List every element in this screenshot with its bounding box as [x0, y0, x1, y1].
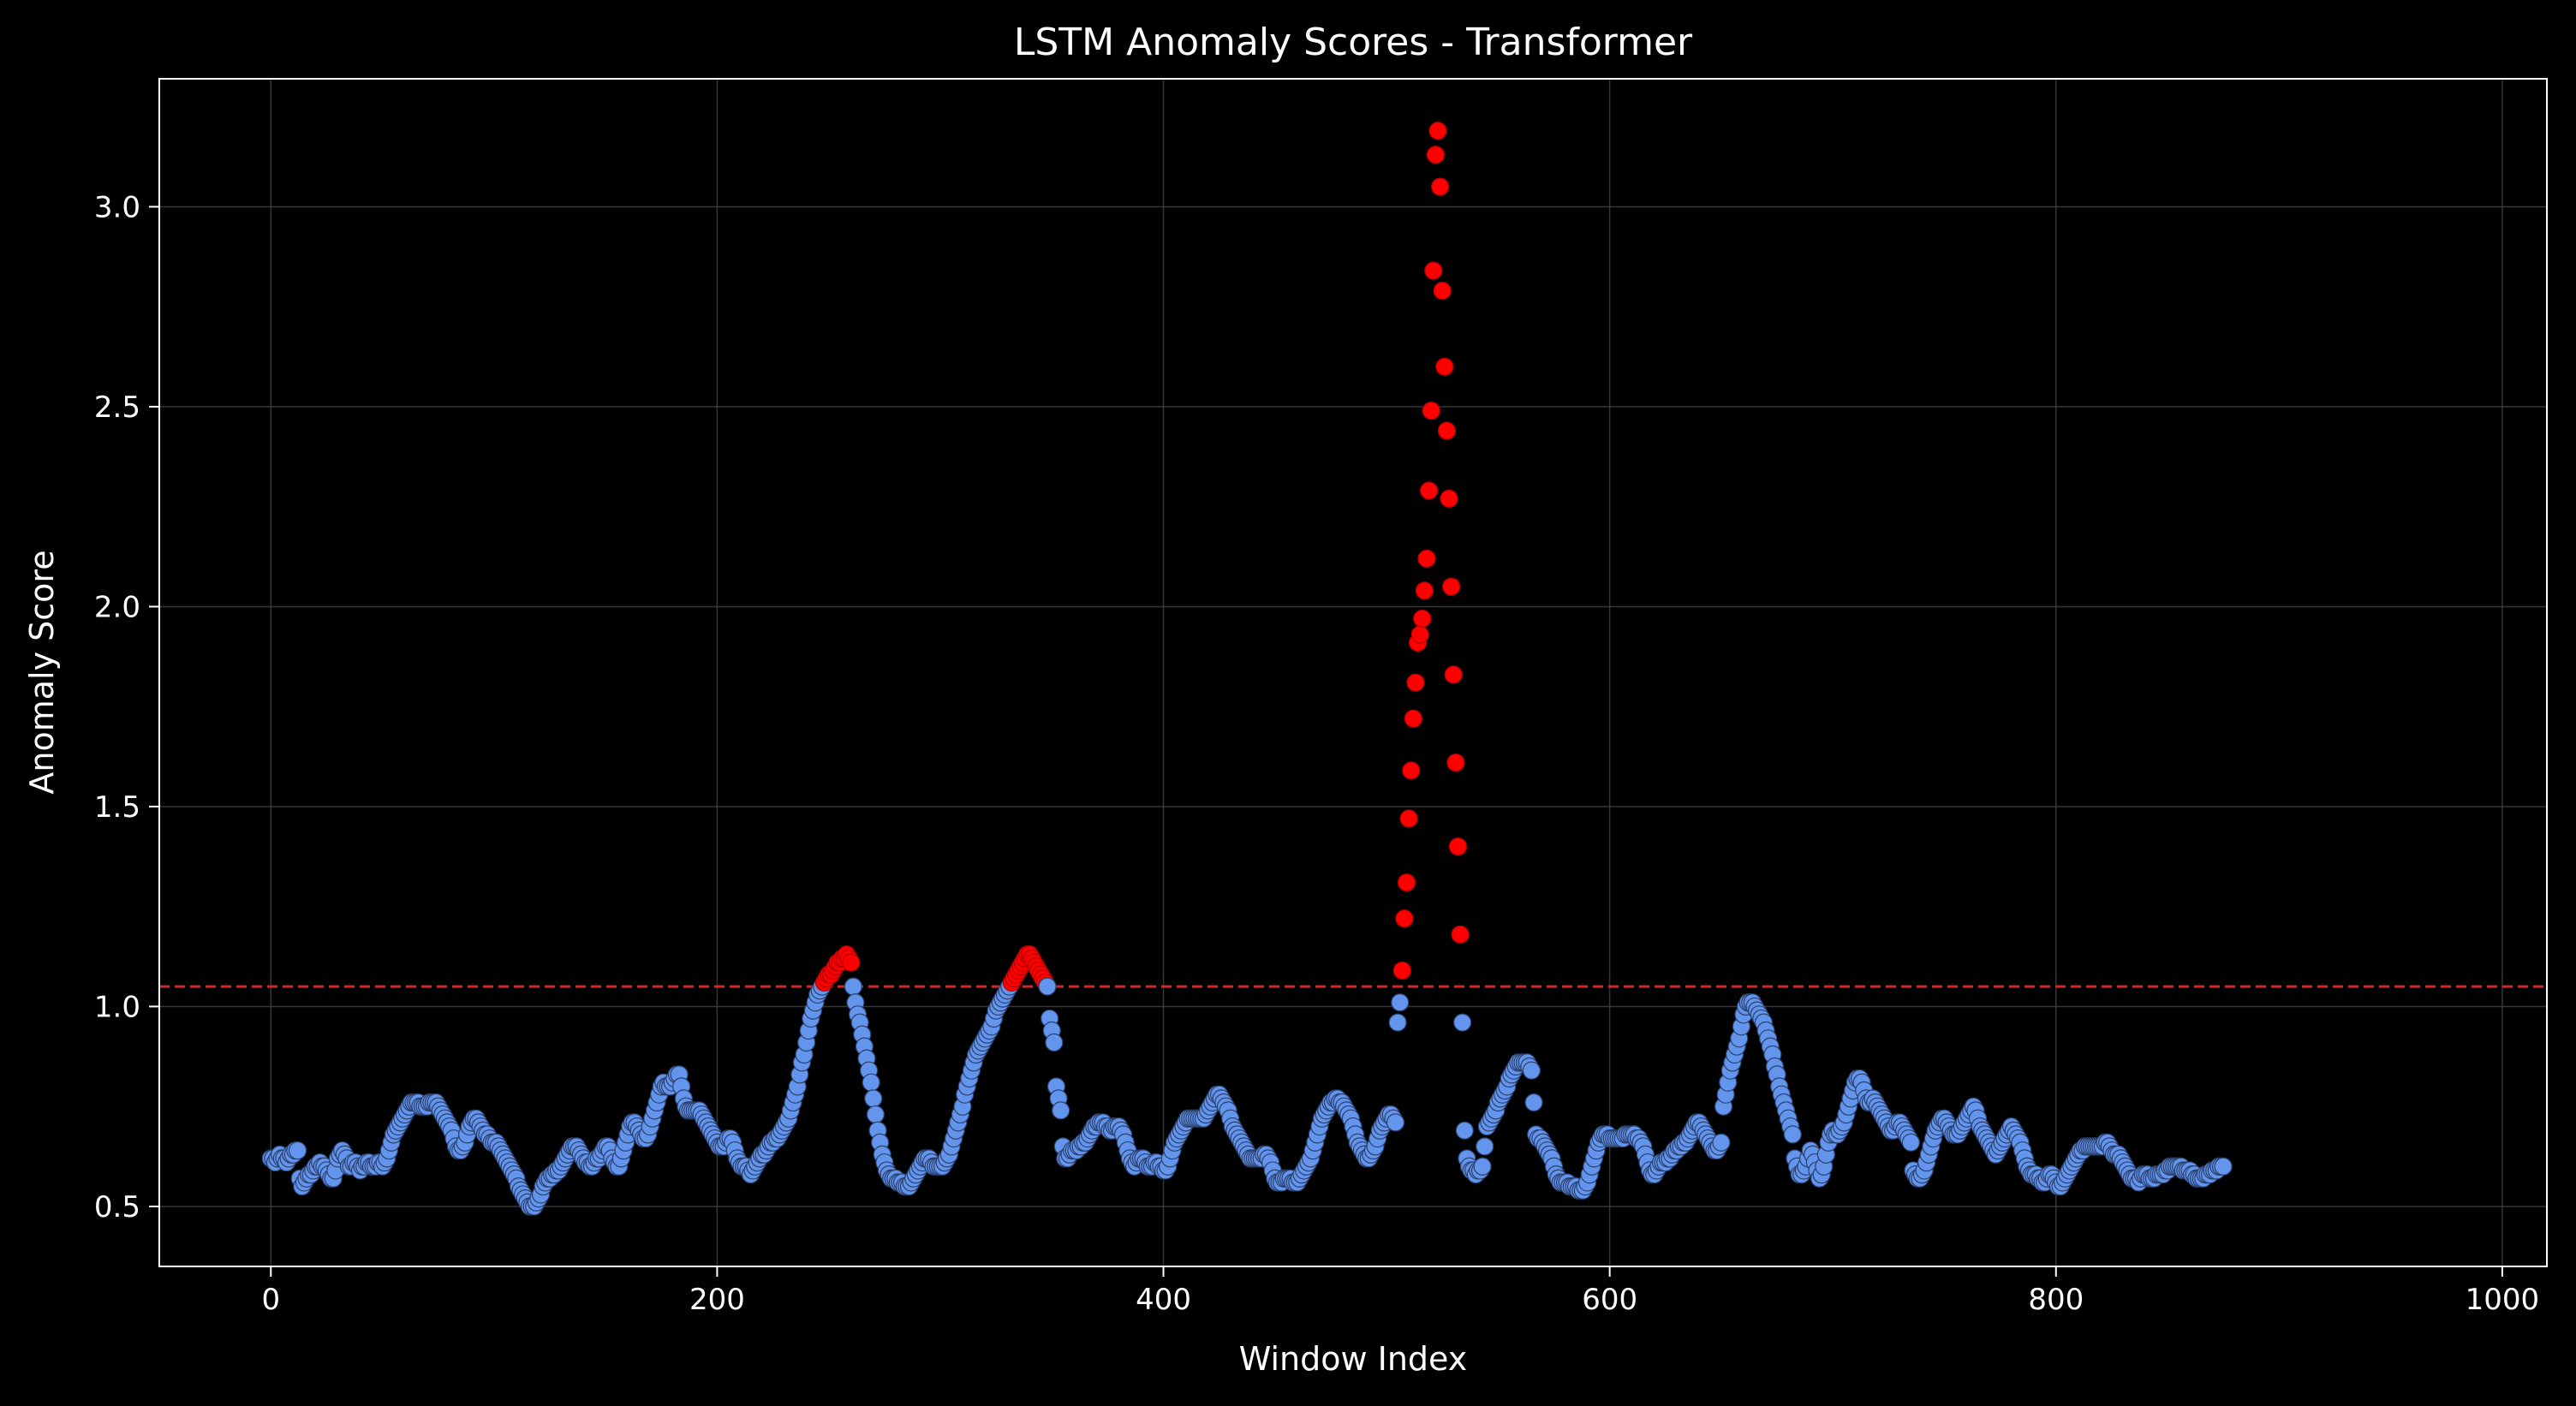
data-points — [261, 122, 2233, 1216]
score-point — [1783, 1125, 1802, 1144]
score-point — [1522, 1061, 1541, 1080]
anomaly-point — [1422, 402, 1440, 420]
score-point — [862, 1073, 880, 1092]
anomaly-point — [1406, 673, 1425, 692]
score-point — [2214, 1157, 2233, 1176]
grid — [159, 79, 2547, 1266]
x-tick-label: 1000 — [2466, 1283, 2540, 1317]
plot-frame — [158, 78, 2548, 1267]
anomaly-point — [1424, 261, 1443, 280]
anomaly-point — [1440, 489, 1458, 508]
score-point — [1476, 1137, 1494, 1156]
axis-ticks: 0 200 400 600 800 1000 0.5 1.0 1.5 2.0 2.5 3.0 — [94, 190, 2539, 1317]
anomaly-point — [1413, 609, 1432, 629]
y-tick-label: 1.5 — [94, 790, 140, 825]
anomaly-point — [1419, 481, 1439, 500]
score-point — [1391, 993, 1410, 1012]
anomaly-point — [1399, 809, 1418, 828]
anomaly-point — [1431, 177, 1450, 196]
score-point — [1455, 1121, 1474, 1140]
anomaly-point — [1451, 925, 1470, 944]
x-tick-label: 200 — [689, 1283, 745, 1317]
score-point — [288, 1141, 307, 1160]
anomaly-point — [1402, 761, 1421, 780]
score-point — [1712, 1133, 1731, 1152]
anomaly-point — [1437, 421, 1457, 440]
x-axis-label: Window Index — [1239, 1340, 1468, 1378]
y-tick-label: 0.5 — [94, 1190, 140, 1224]
y-axis-label: Anomaly Score — [23, 550, 61, 794]
score-point — [1045, 1033, 1064, 1052]
x-tick-label: 400 — [1136, 1283, 1191, 1317]
x-tick-label: 600 — [1582, 1283, 1637, 1317]
anomaly-point — [1395, 909, 1414, 928]
score-point — [1386, 1113, 1405, 1132]
y-tick-label: 3.0 — [94, 190, 140, 224]
anomaly-point — [1433, 281, 1452, 301]
y-tick-label: 2.5 — [94, 390, 140, 425]
anomaly-point — [1404, 709, 1422, 728]
x-tick-label: 800 — [2028, 1283, 2084, 1317]
score-point — [1453, 1013, 1472, 1032]
anomaly-point — [1446, 753, 1465, 772]
anomaly-point — [1426, 146, 1446, 164]
score-point — [1524, 1093, 1543, 1112]
anomaly-point — [1410, 625, 1429, 644]
anomaly-point — [1444, 665, 1463, 684]
anomaly-point — [1417, 549, 1436, 569]
score-point — [864, 1089, 883, 1108]
anomaly-point — [1448, 837, 1468, 856]
anomaly-point — [1442, 577, 1461, 596]
score-point — [1038, 977, 1057, 996]
anomaly-point — [1428, 122, 1447, 140]
score-point — [1473, 1157, 1492, 1176]
score-point — [1052, 1101, 1070, 1120]
anomaly-point — [1397, 873, 1416, 892]
score-point — [866, 1105, 886, 1124]
chart-title: LSTM Anomaly Scores - Transformer — [1014, 21, 1693, 64]
anomaly-point — [1392, 961, 1411, 980]
x-tick-label: 0 — [261, 1283, 280, 1317]
anomaly-point — [1415, 581, 1434, 600]
score-point — [1388, 1013, 1407, 1032]
anomaly-point — [1435, 357, 1454, 376]
score-point — [1901, 1133, 1921, 1152]
score-point — [844, 977, 862, 996]
y-tick-label: 1.0 — [94, 990, 140, 1024]
y-tick-label: 2.0 — [94, 590, 140, 624]
anomaly-point — [842, 953, 861, 972]
